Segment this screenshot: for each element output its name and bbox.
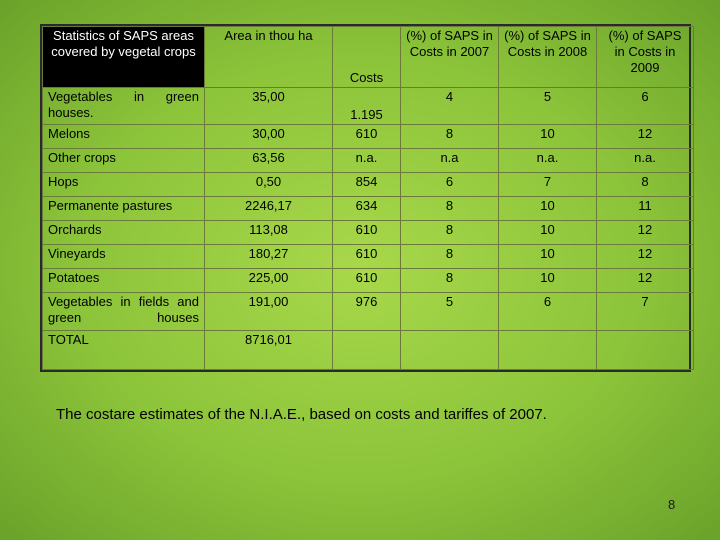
table-row-total: TOTAL 8716,01 bbox=[42, 330, 694, 370]
row-costs: 610 bbox=[332, 123, 401, 149]
table-row: Melons 30,00 610 8 10 12 bbox=[42, 123, 694, 149]
row-label: Vegetables in green houses. bbox=[42, 87, 205, 125]
saps-table: Statistics of SAPS areas covered by vege… bbox=[42, 26, 694, 370]
table-row: Orchards 113,08 610 8 10 12 bbox=[42, 219, 694, 245]
row-costs bbox=[332, 330, 401, 370]
row-area: 191,00 bbox=[204, 291, 333, 332]
header-costs: Costs bbox=[332, 26, 401, 88]
row-costs: 610 bbox=[332, 219, 401, 245]
header-2009: (%) of SAPS in Costs in 2009 bbox=[596, 26, 694, 88]
row-2009: 8 bbox=[596, 171, 694, 197]
row-2009: 12 bbox=[596, 243, 694, 269]
row-2007: 8 bbox=[400, 243, 499, 269]
row-2007: 8 bbox=[400, 219, 499, 245]
row-costs: 634 bbox=[332, 195, 401, 221]
row-area: 225,00 bbox=[204, 267, 333, 293]
table-row: Potatoes 225,00 610 8 10 12 bbox=[42, 267, 694, 293]
table-row: Other crops 63,56 n.a. n.a n.a. n.a. bbox=[42, 147, 694, 173]
row-costs: n.a. bbox=[332, 147, 401, 173]
row-2008: n.a. bbox=[498, 147, 597, 173]
row-2008: 10 bbox=[498, 195, 597, 221]
row-area: 2246,17 bbox=[204, 195, 333, 221]
row-2007: n.a bbox=[400, 147, 499, 173]
row-2007: 5 bbox=[400, 291, 499, 332]
row-costs: 976 bbox=[332, 291, 401, 332]
table-row: Hops 0,50 854 6 7 8 bbox=[42, 171, 694, 197]
saps-table-frame: Statistics of SAPS areas covered by vege… bbox=[40, 24, 694, 372]
row-2008: 10 bbox=[498, 123, 597, 149]
row-costs: 1.195 bbox=[332, 87, 401, 125]
row-2009: 6 bbox=[596, 87, 694, 125]
header-row: Statistics of SAPS areas covered by vege… bbox=[42, 26, 694, 88]
table-row: Vegetables in green houses. 35,00 1.195 … bbox=[42, 87, 694, 125]
row-2009: 12 bbox=[596, 267, 694, 293]
row-label: Potatoes bbox=[42, 267, 205, 293]
row-label: Vineyards bbox=[42, 243, 205, 269]
row-2009 bbox=[596, 330, 694, 370]
row-area: 0,50 bbox=[204, 171, 333, 197]
table-row: Vegetables in fields and green houses 19… bbox=[42, 291, 694, 332]
row-costs: 610 bbox=[332, 243, 401, 269]
row-costs: 610 bbox=[332, 267, 401, 293]
row-label: Hops bbox=[42, 171, 205, 197]
row-label: Orchards bbox=[42, 219, 205, 245]
row-2008: 5 bbox=[498, 87, 597, 125]
row-label: TOTAL bbox=[42, 330, 205, 370]
row-2008: 7 bbox=[498, 171, 597, 197]
row-2008: 6 bbox=[498, 291, 597, 332]
row-2007 bbox=[400, 330, 499, 370]
row-area: 30,00 bbox=[204, 123, 333, 149]
header-2007: (%) of SAPS in Costs in 2007 bbox=[400, 26, 499, 88]
row-2008: 10 bbox=[498, 267, 597, 293]
row-2007: 4 bbox=[400, 87, 499, 125]
table-row: Vineyards 180,27 610 8 10 12 bbox=[42, 243, 694, 269]
row-label: Vegetables in fields and green houses bbox=[42, 291, 205, 332]
row-2008: 10 bbox=[498, 243, 597, 269]
row-2007: 8 bbox=[400, 195, 499, 221]
row-2009: 11 bbox=[596, 195, 694, 221]
row-2009: 12 bbox=[596, 123, 694, 149]
row-area: 180,27 bbox=[204, 243, 333, 269]
row-2008: 10 bbox=[498, 219, 597, 245]
source-caption: The costare estimates of the N.I.A.E., b… bbox=[56, 406, 547, 423]
row-2009: 12 bbox=[596, 219, 694, 245]
page-number: 8 bbox=[668, 497, 676, 512]
row-label: Permanente pastures bbox=[42, 195, 205, 221]
row-label: Melons bbox=[42, 123, 205, 149]
row-area: 113,08 bbox=[204, 219, 333, 245]
row-2007: 6 bbox=[400, 171, 499, 197]
row-label: Other crops bbox=[42, 147, 205, 173]
row-2007: 8 bbox=[400, 123, 499, 149]
row-costs: 854 bbox=[332, 171, 401, 197]
table-row: Permanente pastures 2246,17 634 8 10 11 bbox=[42, 195, 694, 221]
row-area: 8716,01 bbox=[204, 330, 333, 370]
row-2007: 8 bbox=[400, 267, 499, 293]
row-area: 35,00 bbox=[204, 87, 333, 125]
row-area: 63,56 bbox=[204, 147, 333, 173]
header-2008: (%) of SAPS in Costs in 2008 bbox=[498, 26, 597, 88]
row-2009: 7 bbox=[596, 291, 694, 332]
row-2009: n.a. bbox=[596, 147, 694, 173]
header-statistics: Statistics of SAPS areas covered by vege… bbox=[42, 26, 205, 88]
row-2008 bbox=[498, 330, 597, 370]
header-area: Area in thou ha bbox=[204, 26, 333, 88]
